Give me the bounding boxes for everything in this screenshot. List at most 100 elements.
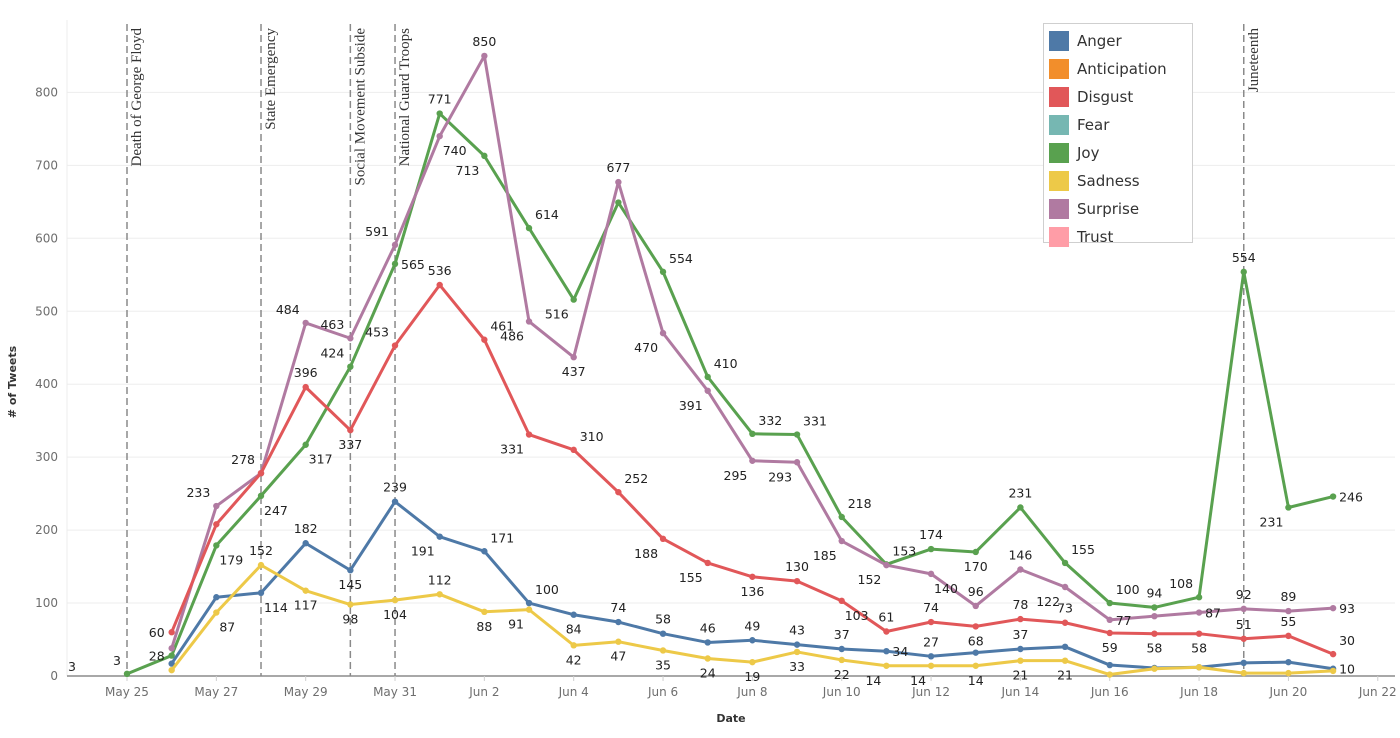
data-point <box>302 441 309 448</box>
x-tick-label: Jun 4 <box>558 685 589 699</box>
data-label: 43 <box>789 623 805 638</box>
legend-swatch <box>1049 143 1069 163</box>
data-point <box>436 281 443 289</box>
data-label: 87 <box>219 620 235 635</box>
y-tick-label: 200 <box>35 523 58 537</box>
data-point <box>1061 619 1069 626</box>
y-tick-label: 600 <box>35 231 58 245</box>
data-label: 35 <box>655 657 671 672</box>
x-tick-label: Jun 6 <box>647 685 678 699</box>
legend-label: Disgust <box>1077 88 1134 106</box>
data-point <box>213 521 220 528</box>
data-point <box>391 498 399 505</box>
data-point <box>391 241 399 249</box>
data-point <box>1106 599 1113 607</box>
data-point <box>481 336 488 343</box>
data-point <box>302 319 309 327</box>
data-label: 58 <box>655 612 671 627</box>
data-label: 155 <box>679 570 703 585</box>
x-tick-label: Jun 22 <box>1358 685 1397 699</box>
data-point <box>749 658 756 666</box>
data-label: 677 <box>606 160 630 175</box>
data-label: 93 <box>1339 601 1355 616</box>
x-tick-label: Jun 2 <box>468 685 499 699</box>
data-label: 24 <box>700 665 716 680</box>
x-tick-label: May 29 <box>284 685 328 699</box>
data-point <box>972 623 979 630</box>
x-tick-label: May 27 <box>194 685 238 699</box>
data-label: 182 <box>294 521 318 536</box>
data-label: 60 <box>149 625 165 640</box>
data-label: 10 <box>1339 662 1355 677</box>
legend-item-disgust[interactable]: Disgust <box>1044 83 1192 111</box>
legend-label: Joy <box>1077 144 1100 162</box>
data-label: 49 <box>744 618 760 633</box>
y-tick-label: 800 <box>35 85 58 99</box>
x-axis-ticks: May 25 May 27 May 29 May 31 Jun 2 Jun 4 Jun 6 J… <box>105 676 1397 699</box>
data-point <box>1017 504 1024 511</box>
data-point <box>838 645 845 653</box>
data-label: 100 <box>535 582 559 597</box>
data-label: 170 <box>964 559 988 574</box>
data-label: 51 <box>1236 617 1252 632</box>
series-disgust <box>168 281 1337 658</box>
data-label: 112 <box>428 572 452 587</box>
data-label: 191 <box>411 544 435 559</box>
data-point <box>1017 657 1024 664</box>
data-point <box>525 318 533 325</box>
data-label: 179 <box>219 552 243 567</box>
data-point <box>659 647 667 654</box>
data-label: 486 <box>500 328 524 343</box>
data-point <box>391 596 399 604</box>
data-point <box>257 469 265 477</box>
data-label: 122 <box>1036 594 1060 609</box>
data-label: 331 <box>500 442 524 457</box>
data-point <box>347 426 354 434</box>
x-tick-label: Jun 10 <box>822 685 861 699</box>
data-point <box>213 609 220 616</box>
legend-label: Sadness <box>1077 172 1140 190</box>
data-label: 188 <box>634 546 658 561</box>
data-point <box>704 387 711 394</box>
data-label: 87 <box>1205 606 1221 621</box>
data-point <box>793 577 801 585</box>
data-point <box>793 641 801 648</box>
data-point <box>883 647 890 655</box>
data-point <box>615 488 622 496</box>
legend-item-joy[interactable]: Joy <box>1044 139 1192 167</box>
data-point <box>1061 643 1069 651</box>
legend-item-surprise[interactable]: Surprise <box>1044 195 1192 223</box>
data-point <box>704 639 711 646</box>
data-label: 74 <box>923 600 939 615</box>
data-point <box>302 540 309 547</box>
data-point <box>213 502 220 510</box>
legend-item-anger[interactable]: Anger <box>1044 27 1192 55</box>
legend-item-anticipation[interactable]: Anticipation <box>1044 55 1192 83</box>
data-point <box>659 535 667 543</box>
data-label: 58 <box>1146 641 1162 656</box>
data-point <box>1285 607 1292 615</box>
legend-item-trust[interactable]: Trust <box>1044 223 1192 251</box>
data-label: 89 <box>1280 589 1296 604</box>
data-point <box>1106 616 1113 624</box>
legend-item-fear[interactable]: Fear <box>1044 111 1192 139</box>
data-label: 58 <box>1191 641 1207 656</box>
data-point <box>1151 612 1158 620</box>
data-label: 100 <box>1116 582 1140 597</box>
data-point <box>1240 635 1247 642</box>
axes <box>66 20 1395 677</box>
y-tick-label: 500 <box>35 304 58 318</box>
legend-label: Anger <box>1077 32 1122 50</box>
data-point <box>1061 559 1069 567</box>
data-point <box>1285 504 1292 511</box>
y-axis-ticks: 0 100 200 300 400 500 600 700 800 <box>35 85 58 683</box>
data-point <box>481 152 488 160</box>
y-tick-label: 700 <box>35 158 58 172</box>
y-tick-label: 0 <box>50 669 58 683</box>
data-point <box>347 363 354 370</box>
data-label: 246 <box>1339 490 1363 505</box>
data-label: 850 <box>472 34 496 49</box>
legend-item-sadness[interactable]: Sadness <box>1044 167 1192 195</box>
data-point <box>481 608 488 616</box>
data-point <box>927 545 935 553</box>
